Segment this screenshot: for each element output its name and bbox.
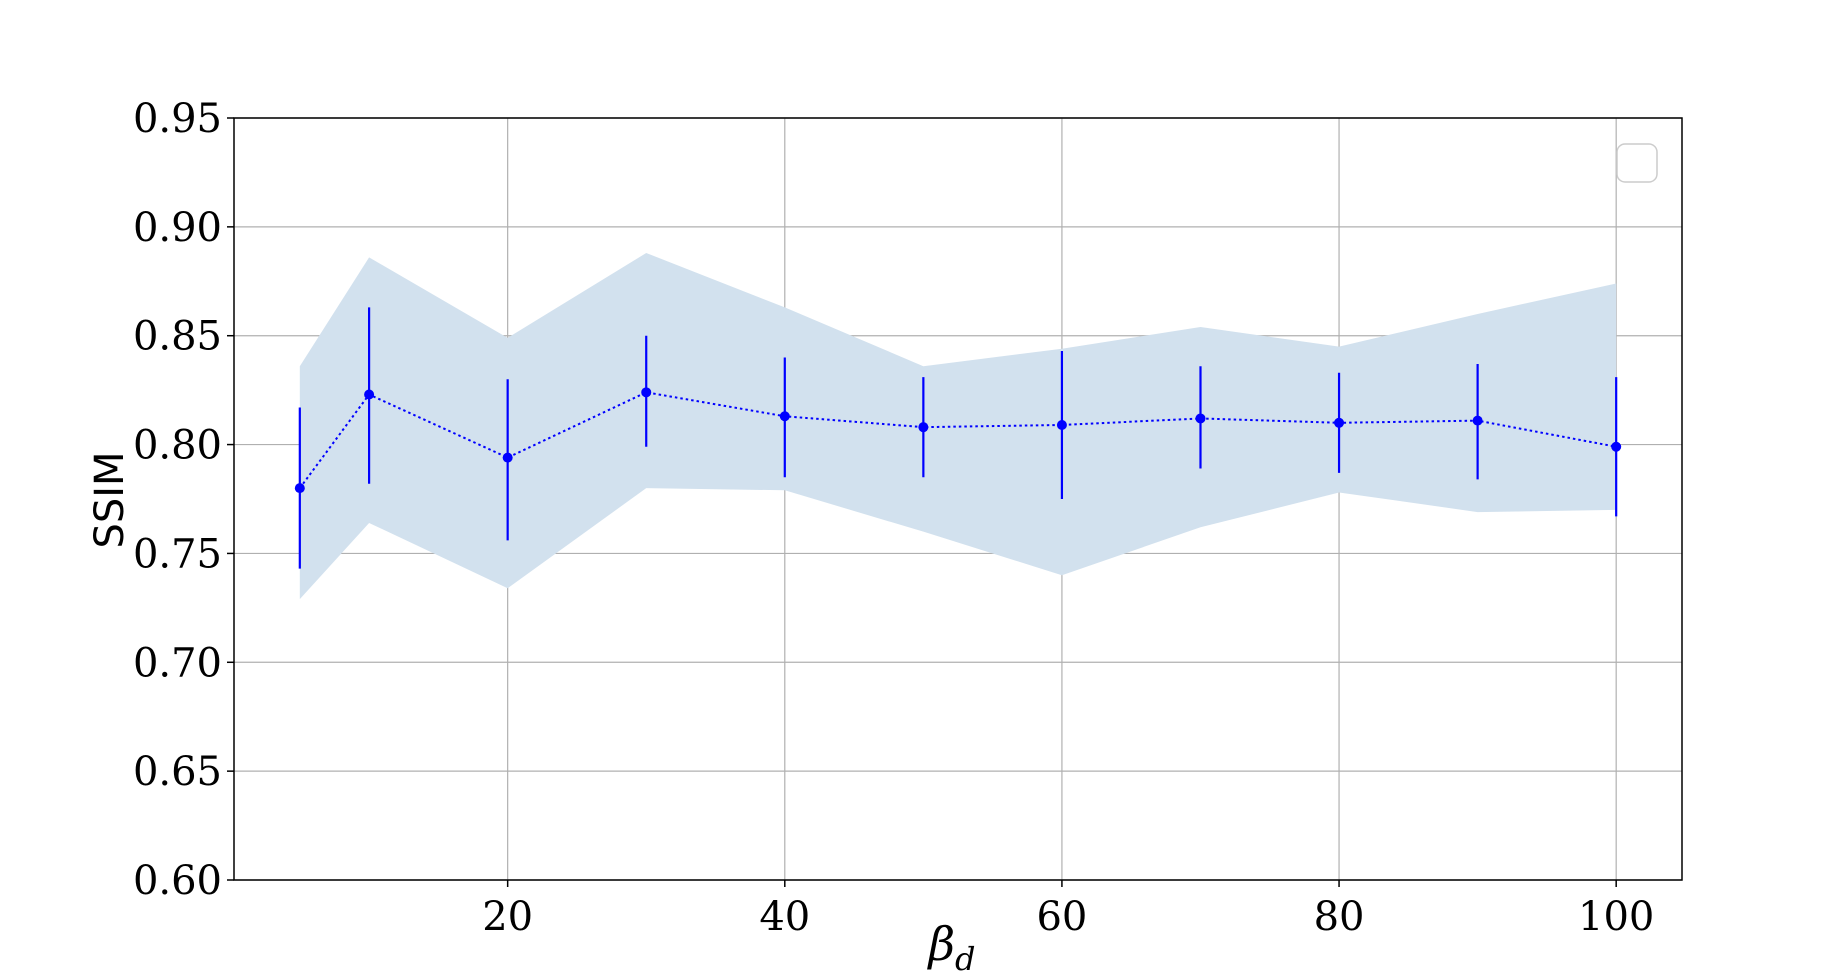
y-tick-label: 0.80 [133, 423, 222, 469]
data-point [1195, 413, 1206, 424]
data-point [364, 389, 375, 400]
x-tick-label: 20 [482, 894, 533, 940]
y-tick-label: 0.65 [133, 749, 222, 795]
data-point [641, 387, 652, 398]
y-tick-label: 0.90 [133, 205, 222, 251]
x-tick-label: 60 [1036, 894, 1087, 940]
data-point [502, 452, 513, 463]
data-point [1056, 419, 1067, 430]
x-axis-label-subscript: d [955, 940, 975, 977]
y-axis-ticks: 0.60 0.65 0.70 0.75 0.80 0.85 0.90 0.95 [133, 96, 234, 904]
y-tick-label: 0.75 [133, 531, 222, 577]
x-axis-label: βd [926, 917, 975, 977]
data-point [1472, 415, 1483, 426]
legend-box [1616, 143, 1658, 183]
confidence-band-group [299, 252, 1617, 600]
y-tick-label: 0.70 [133, 640, 222, 686]
confidence-band [299, 252, 1617, 600]
data-point [1334, 417, 1345, 428]
data-point [1611, 441, 1622, 452]
x-axis-ticks: 20 40 60 80 100 [482, 880, 1654, 940]
y-tick-label: 0.60 [133, 858, 222, 904]
plot-area-frame [233, 117, 1683, 881]
data-point-group [294, 387, 1622, 494]
x-tick-label: 40 [759, 894, 810, 940]
y-tick-label: 0.85 [133, 314, 222, 360]
data-point [294, 483, 305, 494]
y-tick-label: 0.95 [133, 96, 222, 142]
x-axis-label-symbol: β [926, 917, 955, 971]
x-tick-label: 80 [1314, 894, 1365, 940]
y-axis-label: SSIM [87, 451, 133, 548]
x-tick-label: 100 [1578, 894, 1654, 940]
data-point [918, 422, 929, 433]
data-point [779, 411, 790, 422]
